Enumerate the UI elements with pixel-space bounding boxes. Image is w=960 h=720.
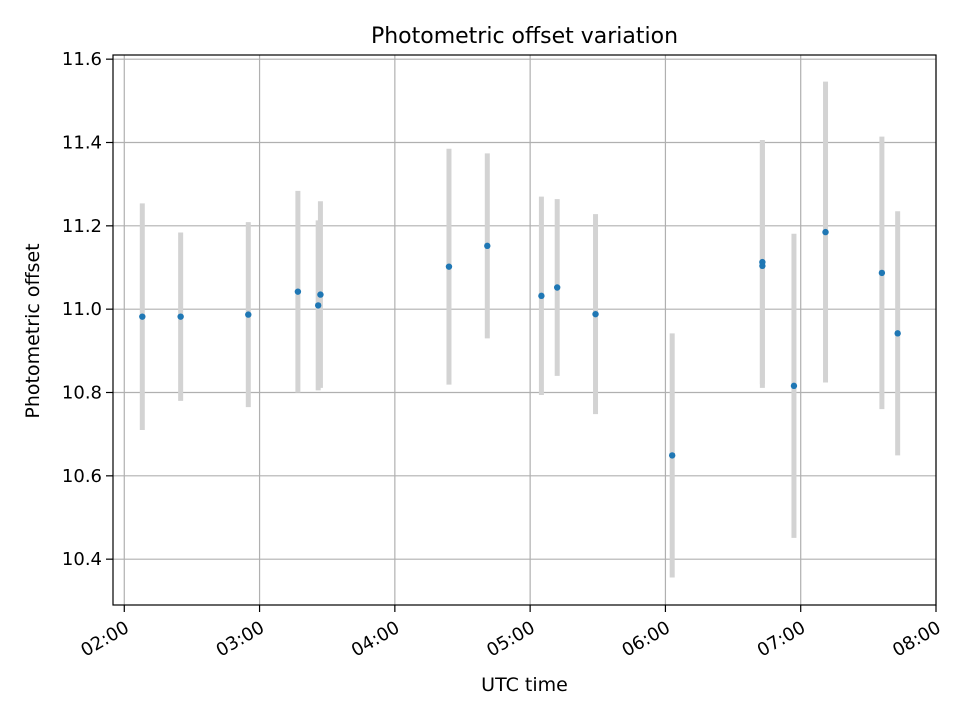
y-tick-label: 10.4 [62,549,102,570]
chart-title: Photometric offset variation [371,24,678,49]
error-bars [139,81,901,578]
x-tick-label: 06:00 [618,617,673,661]
x-tick-label: 02:00 [77,617,132,661]
data-point [759,262,766,270]
y-tick-label: 11.6 [62,49,102,70]
data-point [790,382,798,390]
y-tick-label: 11.2 [62,216,102,237]
data-point [878,269,886,277]
y-tick-label: 11.0 [62,299,102,320]
data-point [894,330,901,337]
data-point [139,313,146,320]
y-axis-ticks: 10.4 10.6 10.8 11.0 11.2 11.4 11.6 [62,49,113,570]
data-point [445,263,453,270]
y-tick-label: 10.8 [62,383,102,404]
data-point [484,242,491,250]
data-points [139,228,901,459]
data-point [317,291,324,298]
y-tick-label: 11.4 [62,133,102,154]
x-tick-label: 05:00 [483,617,538,661]
axes-frame [112,54,937,606]
data-point [314,302,322,309]
x-axis-label: UTC time [481,674,568,696]
data-point [822,228,829,236]
data-point [177,313,184,320]
data-point [668,452,676,459]
x-tick-label: 08:00 [889,617,944,661]
data-point [553,284,561,291]
data-point [245,311,252,318]
data-point [592,310,599,318]
x-tick-label: 07:00 [754,617,809,661]
y-axis-label: Photometric offset [22,243,44,418]
x-tick-label: 04:00 [348,617,403,661]
data-point [538,292,545,300]
grid-lines [113,55,937,605]
y-tick-label: 10.6 [62,466,102,487]
x-tick-label: 03:00 [213,617,268,661]
data-point [294,288,302,295]
x-axis-ticks: 02:00 03:00 04:00 05:00 06:00 07:00 08:00 [77,605,945,661]
